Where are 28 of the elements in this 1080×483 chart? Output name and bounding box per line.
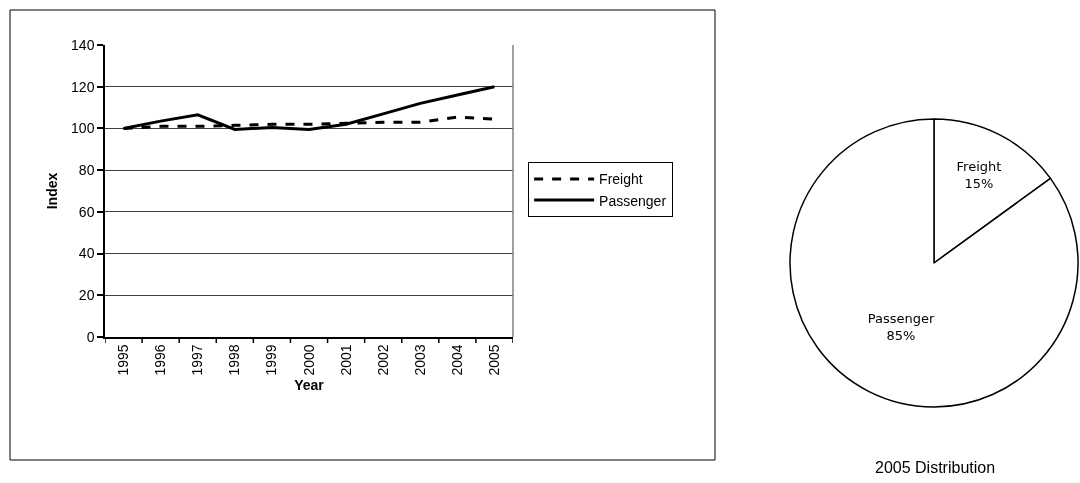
x-tick-label: 2005 <box>486 344 502 376</box>
y-tick-label: 80 <box>78 162 95 179</box>
x-axis-title: Year <box>294 377 325 394</box>
y-tick-label: 40 <box>78 245 95 262</box>
x-tick-label: 1995 <box>115 344 132 376</box>
x-tick-label: 2004 <box>448 344 465 376</box>
data-label: 85% <box>886 328 916 344</box>
slice-label: Passenger <box>867 311 935 327</box>
y-tick-label: 0 <box>86 328 95 345</box>
x-tick-label: 2001 <box>337 344 354 376</box>
data-label: 15% <box>964 175 994 191</box>
legend-label: Freight <box>599 171 643 188</box>
y-tick-label: 100 <box>71 120 95 137</box>
x-tick-label: 1999 <box>263 344 280 376</box>
x-tick-label: 2000 <box>300 344 317 376</box>
text: 2005 Distribution <box>875 459 996 476</box>
y-tick-label: 60 <box>78 203 95 220</box>
y-tick-label: 20 <box>78 287 95 304</box>
legend-label: Passenger <box>599 192 667 209</box>
y-tick-label: 140 <box>71 36 95 53</box>
slice-label: Freight <box>956 158 1002 174</box>
x-tick-label: 1996 <box>152 344 169 376</box>
y-axis-title: Index <box>44 172 61 210</box>
x-tick-label: 2002 <box>374 344 391 376</box>
x-tick-label: 1997 <box>189 344 206 376</box>
y-tick-label: 120 <box>71 78 95 95</box>
x-tick-label: 2003 <box>411 344 428 376</box>
x-tick-label: 1998 <box>226 344 243 376</box>
